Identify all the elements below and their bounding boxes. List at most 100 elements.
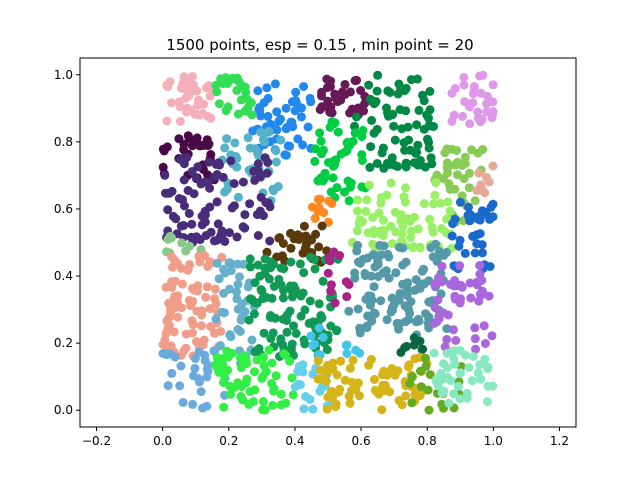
data-point [369, 226, 379, 235]
x-tick-label: 0.4 [285, 434, 304, 448]
data-point [315, 194, 325, 204]
data-point [216, 230, 226, 240]
data-point [437, 374, 447, 384]
data-point [241, 88, 251, 97]
data-point [370, 375, 379, 384]
chart-title: 1500 points, esp = 0.15 , min point = 20 [166, 36, 473, 54]
plot-frame [79, 57, 577, 428]
data-point [232, 294, 242, 304]
data-point [267, 258, 277, 268]
data-point [306, 97, 316, 107]
data-point [412, 74, 422, 84]
data-point [419, 199, 429, 209]
data-point [226, 266, 236, 276]
data-point [473, 214, 483, 224]
data-point [299, 404, 309, 414]
data-point [196, 179, 206, 189]
data-point [209, 236, 219, 246]
data-point [280, 150, 290, 160]
data-point [216, 326, 226, 336]
data-point [460, 248, 470, 258]
data-point [342, 138, 352, 148]
data-point [288, 390, 298, 400]
data-point [224, 228, 234, 238]
data-point [442, 247, 451, 257]
data-point [464, 183, 474, 193]
data-point [205, 202, 215, 212]
data-point [386, 178, 396, 188]
data-point [205, 91, 215, 101]
data-point [253, 159, 263, 169]
data-point [455, 394, 465, 404]
data-point [422, 110, 432, 120]
data-point [195, 257, 205, 267]
data-points [158, 70, 498, 415]
data-point [394, 295, 404, 305]
data-point [212, 258, 222, 268]
data-point [470, 323, 480, 333]
data-point [393, 161, 403, 171]
data-point [451, 336, 461, 345]
data-point [368, 239, 378, 249]
data-point [445, 206, 455, 216]
data-point [488, 212, 498, 222]
data-point [406, 226, 416, 236]
data-point [362, 321, 372, 331]
data-point [260, 269, 270, 279]
data-point [395, 288, 405, 298]
data-point [272, 107, 282, 117]
data-point [317, 91, 326, 101]
data-point [187, 141, 197, 151]
data-point [437, 388, 447, 398]
data-point [426, 153, 436, 163]
data-point [265, 236, 275, 246]
data-point [373, 70, 383, 80]
data-point [197, 211, 207, 221]
data-point [323, 268, 333, 278]
data-point [162, 116, 172, 126]
data-point [384, 273, 394, 283]
data-point [351, 384, 361, 394]
y-tick-label: 0.2 [54, 336, 73, 350]
data-point [267, 293, 277, 303]
data-point [474, 168, 484, 178]
data-point [266, 119, 275, 129]
data-point [329, 247, 338, 257]
data-point [386, 221, 396, 231]
data-point [160, 335, 170, 345]
data-point [190, 363, 200, 373]
data-point [226, 389, 236, 399]
data-point [212, 170, 222, 179]
data-point [383, 86, 393, 96]
data-point [268, 400, 278, 410]
data-point [283, 141, 293, 151]
data-point [219, 264, 229, 274]
data-point [479, 321, 489, 331]
data-point [316, 311, 326, 320]
data-point [190, 354, 200, 363]
data-point [483, 91, 492, 101]
data-point [256, 111, 266, 121]
data-point [253, 231, 263, 240]
data-point [245, 262, 255, 272]
data-point [297, 112, 306, 122]
data-point [223, 352, 233, 361]
data-point [274, 116, 284, 126]
data-point [442, 335, 452, 344]
data-point [450, 214, 460, 224]
data-point [301, 231, 311, 241]
data-point [204, 157, 214, 167]
data-point [478, 145, 488, 154]
data-point [286, 243, 296, 253]
data-point [387, 239, 397, 249]
data-point [232, 232, 242, 242]
data-point [455, 197, 465, 207]
data-point [286, 228, 295, 238]
data-point [353, 304, 363, 314]
data-point [179, 175, 189, 185]
data-point [413, 140, 423, 150]
data-point [409, 242, 419, 252]
data-point [170, 303, 179, 313]
data-point [450, 184, 460, 194]
